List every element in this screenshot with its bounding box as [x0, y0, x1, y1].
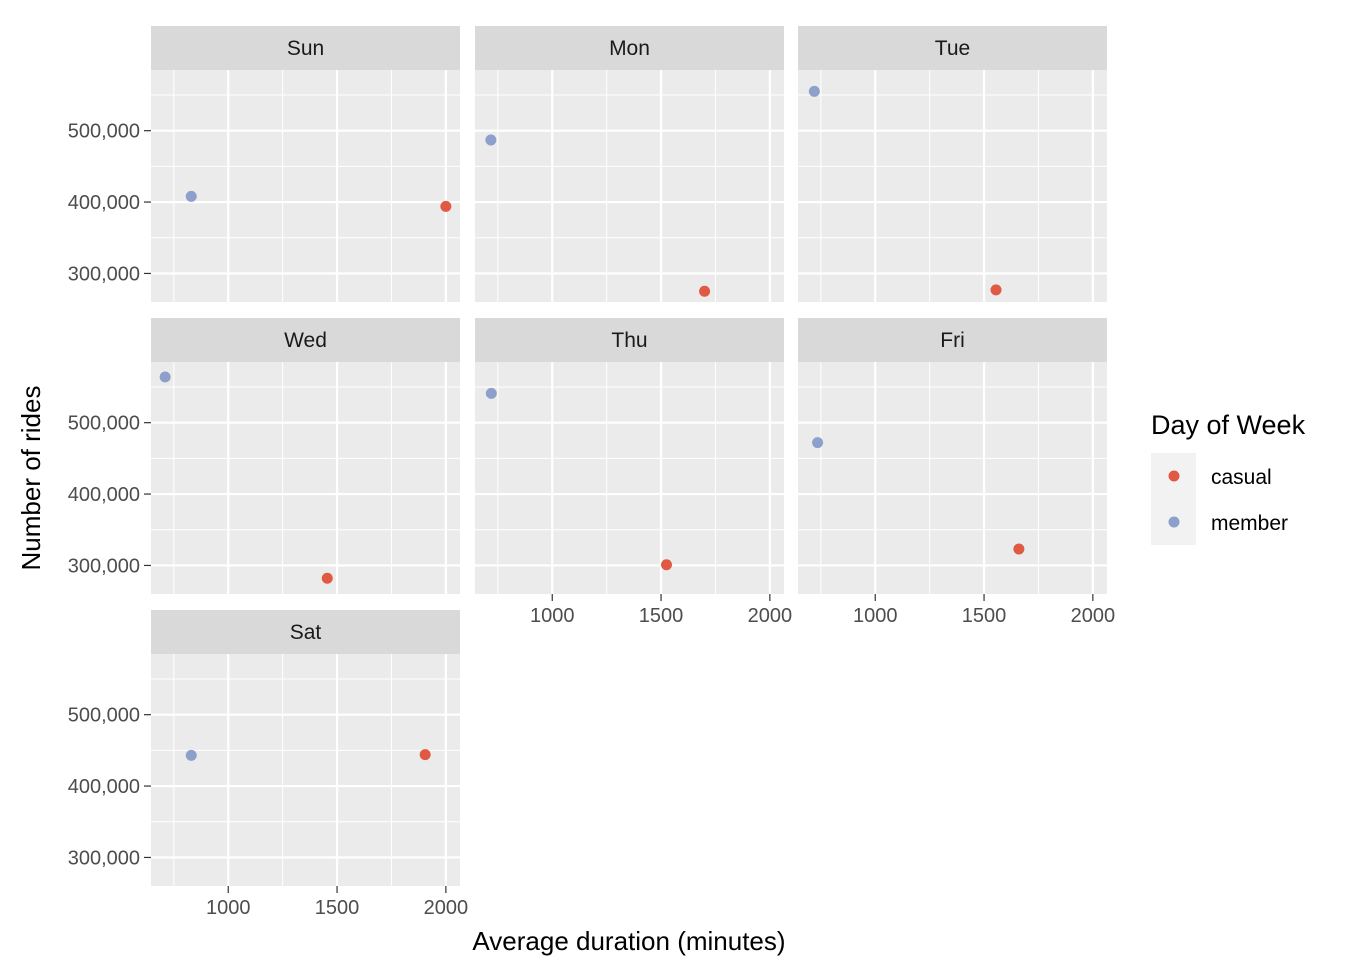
facet-panel-tue: Tue [798, 26, 1107, 302]
facet-strip [151, 610, 460, 654]
data-point-thu-casual [660, 559, 672, 571]
data-point-wed-casual [321, 572, 333, 584]
legend-keys-background [1151, 453, 1196, 545]
facet-panel-sat: Sat [151, 610, 460, 886]
y-tick-label: 500,000 [68, 121, 140, 143]
x-tick-label: 1500 [315, 897, 360, 919]
data-point-sun-casual [440, 200, 452, 212]
facet-strip [475, 318, 784, 362]
x-tick-label: 1000 [853, 605, 898, 627]
panel-background [151, 70, 460, 302]
y-tick-label: 400,000 [68, 192, 140, 214]
facet-strip-label: Sat [290, 621, 322, 644]
data-point-tue-member [808, 85, 820, 97]
facet-strip [475, 26, 784, 70]
facet-strip-label: Sun [287, 37, 324, 60]
data-point-thu-member [485, 387, 497, 399]
legend-key-member [1168, 516, 1180, 528]
facet-strip [151, 26, 460, 70]
x-tick-label: 2000 [748, 605, 793, 627]
facet-strip-label: Fri [940, 329, 965, 352]
y-tick-label: 400,000 [68, 484, 140, 506]
x-tick-label: 1500 [639, 605, 684, 627]
facet-panel-wed: Wed [151, 318, 460, 594]
data-point-sat-casual [419, 749, 431, 761]
y-tick-label: 300,000 [68, 263, 140, 285]
panel-background [475, 362, 784, 594]
panel-background [475, 70, 784, 302]
panel-background [798, 362, 1107, 594]
panel-background [151, 362, 460, 594]
data-point-mon-member [485, 134, 497, 146]
facet-strip-label: Thu [611, 329, 647, 352]
facet-strip [798, 318, 1107, 362]
data-point-mon-casual [699, 285, 711, 297]
legend-entries: casual member [1168, 466, 1288, 535]
panel-background [151, 654, 460, 886]
axes: 300,000 400,000 500,000 300,000 400,000 500,0… [68, 121, 1115, 919]
legend: Day of Week casual member [1151, 410, 1306, 545]
data-point-sun-member [185, 190, 197, 202]
facet-strip-label: Tue [935, 37, 970, 60]
data-point-fri-member [812, 437, 824, 449]
x-tick-label: 1000 [206, 897, 251, 919]
facet-panel-thu: Thu [475, 318, 784, 594]
data-point-tue-casual [990, 284, 1002, 296]
x-tick-label: 2000 [1071, 605, 1116, 627]
facet-panel-sun: Sun [151, 26, 460, 302]
facet-panels: Sun Mon Tue Wed Thu Fri Sat [151, 26, 1107, 886]
y-tick-label: 500,000 [68, 413, 140, 435]
legend-label-member: member [1211, 512, 1288, 535]
y-tick-label: 500,000 [68, 705, 140, 727]
legend-label-casual: casual [1211, 466, 1272, 489]
facet-strip-label: Mon [609, 37, 650, 60]
facet-strip-label: Wed [284, 329, 327, 352]
y-tick-label: 400,000 [68, 776, 140, 798]
panel-background [798, 70, 1107, 302]
facet-strip [151, 318, 460, 362]
x-tick-label: 1500 [962, 605, 1007, 627]
facet-strip [798, 26, 1107, 70]
x-tick-label: 1000 [530, 605, 575, 627]
facet-panel-mon: Mon [475, 26, 784, 302]
y-tick-label: 300,000 [68, 847, 140, 869]
x-tick-label: 2000 [424, 897, 469, 919]
data-point-sat-member [185, 749, 197, 761]
x-axis-title: Average duration (minutes) [472, 926, 785, 956]
y-axis-title: Number of rides [16, 386, 46, 571]
legend-title: Day of Week [1151, 410, 1306, 440]
y-tick-label: 300,000 [68, 555, 140, 577]
data-point-wed-member [159, 371, 171, 383]
facet-panel-fri: Fri [798, 318, 1107, 594]
legend-key-casual [1168, 470, 1180, 482]
data-point-fri-casual [1013, 543, 1025, 555]
